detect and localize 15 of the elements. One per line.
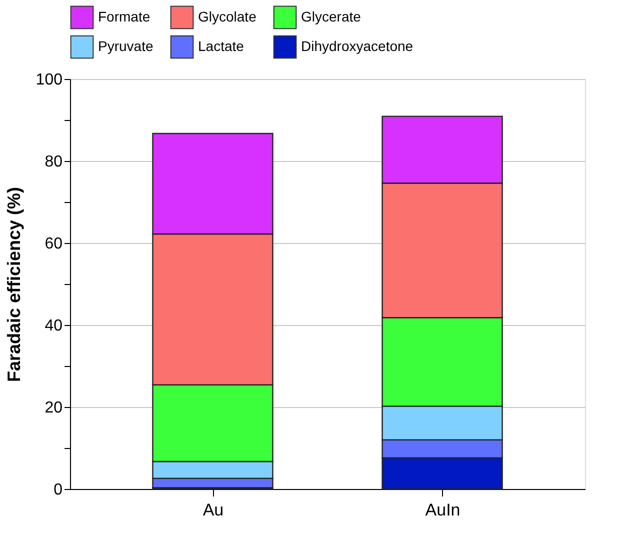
legend-label: Pyruvate: [98, 38, 154, 54]
y-tick-label: 60: [44, 236, 63, 252]
y-tick-label: 20: [44, 400, 63, 416]
y-axis-title: Faradaic efficiency (%): [4, 186, 24, 382]
y-tick-label: 40: [44, 318, 63, 334]
legend-label: Dihydroxyacetone: [301, 38, 414, 54]
y-tick-label: 100: [36, 72, 63, 88]
y-tick-label: 0: [54, 482, 63, 498]
legend-label: Glycerate: [301, 8, 362, 24]
legend-label: Lactate: [198, 38, 244, 54]
y-tick-label: 80: [44, 154, 63, 170]
legend-label: Formate: [98, 8, 150, 24]
x-tick-label: AuIn: [425, 500, 460, 520]
legend-label: Glycolate: [198, 8, 257, 24]
x-tick-label: Au: [202, 500, 224, 520]
